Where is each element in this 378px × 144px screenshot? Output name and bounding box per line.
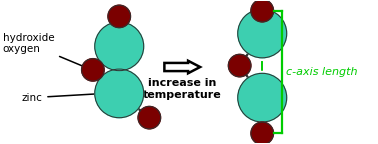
Text: zinc: zinc <box>22 92 101 103</box>
Text: hydroxide
oxygen: hydroxide oxygen <box>3 33 88 68</box>
Ellipse shape <box>138 106 161 129</box>
Ellipse shape <box>82 59 104 81</box>
Ellipse shape <box>238 73 287 122</box>
Ellipse shape <box>95 69 144 118</box>
Ellipse shape <box>228 54 251 77</box>
Ellipse shape <box>251 122 274 144</box>
Text: increase in
temperature: increase in temperature <box>143 78 222 100</box>
Polygon shape <box>164 61 200 73</box>
Ellipse shape <box>108 5 130 28</box>
Ellipse shape <box>95 22 144 71</box>
Ellipse shape <box>251 0 274 22</box>
Text: c-axis length: c-axis length <box>285 67 357 77</box>
Ellipse shape <box>238 9 287 58</box>
